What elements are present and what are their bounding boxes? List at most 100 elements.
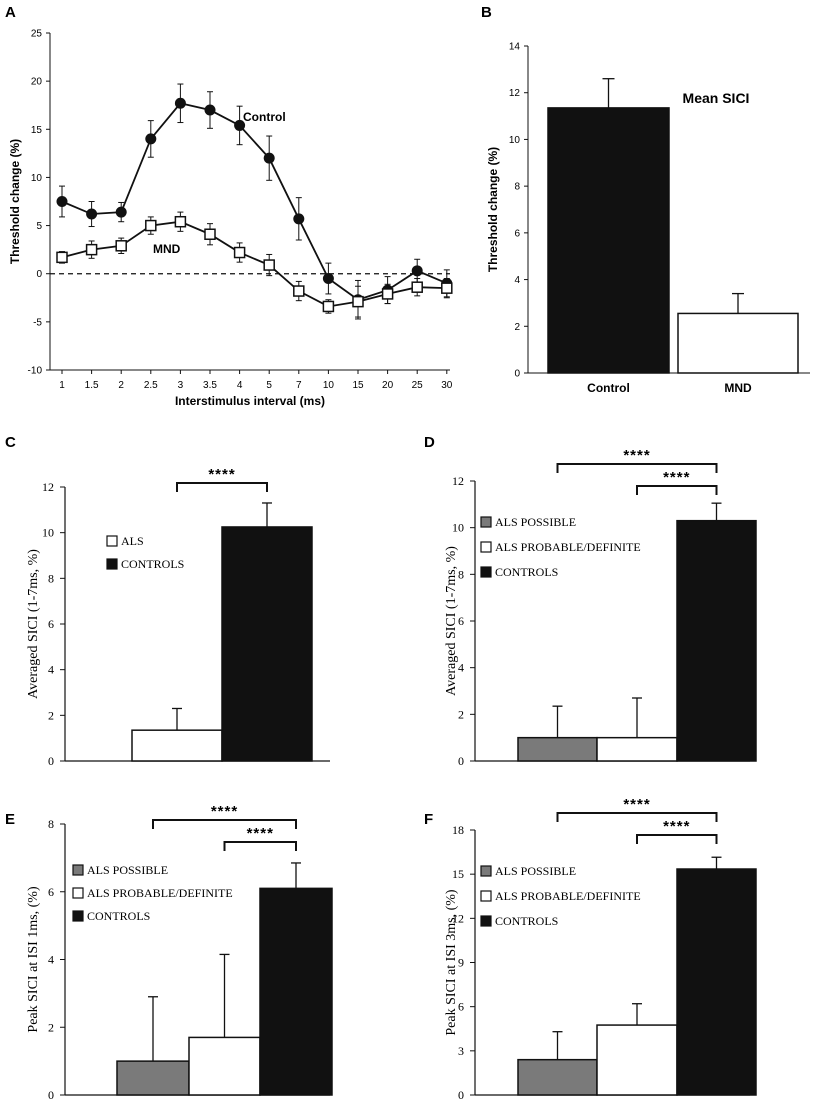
x-tick-label: 3 [178,380,184,391]
y-axis-title: Averaged SICI (1-7ms, %) [444,546,459,696]
x-tick-label: 3.5 [203,380,217,391]
legend-label: ALS PROBABLE/DEFINITE [495,540,641,554]
panel-b: B 0 2 4 6 8 10 12 14 Threshold change (%) Mean SIC… [481,4,810,395]
panel-e: E 0 2 4 6 8 Peak SICI at ISI 1ms, (%) ALS POSSI… [5,803,333,1102]
x-tick-label: 7 [296,380,302,391]
y-axis-title: Averaged SICI (1-7ms, %) [26,549,41,699]
legend-label: ALS POSSIBLE [495,864,576,878]
series-label-mnd: MND [153,242,181,256]
bar-controls [221,526,313,762]
y-tick-label: 10 [42,526,54,540]
data-point-control [115,206,127,218]
data-point-mnd [411,281,423,293]
panel-f: F 0 3 6 9 12 15 18 Peak SICI at ISI 3ms, (%) ALS … [424,796,757,1102]
bar-control [547,107,670,374]
data-point-control [86,208,98,220]
y-tick-label: 0 [458,1088,464,1102]
y-tick-label: 18 [452,823,464,837]
y-tick-label: 8 [48,817,54,831]
data-point-mnd [145,219,157,232]
panel-label-a: A [5,4,16,21]
data-point-mnd [233,246,246,259]
bar-als-possible [517,736,598,762]
bar-als [131,729,223,762]
legend-swatch [480,541,492,553]
legend-swatch [106,535,118,547]
y-tick-label: 2 [458,707,464,721]
series-label-control: Control [243,110,286,124]
significance-bracket [556,812,718,822]
x-category-label: MND [724,381,752,395]
panel-label-c: C [5,434,16,451]
y-tick-label: 0 [48,1088,54,1102]
bar-als-probable-definite [596,1024,678,1096]
data-point-mnd [352,295,364,308]
data-point-mnd [85,243,98,256]
y-tick-label: -10 [28,366,43,377]
data-point-mnd [56,251,68,264]
x-tick-label: 1 [59,380,65,391]
significance-stars: **** [623,796,650,813]
y-tick-label: 2 [514,322,520,333]
significance-stars: **** [663,818,690,835]
data-point-mnd [381,288,394,300]
x-tick-label: 4 [237,380,243,391]
bar-controls [676,519,757,762]
legend-label: ALS PROBABLE/DEFINITE [495,889,641,903]
y-tick-label: 12 [42,480,54,494]
y-tick-label: 15 [31,125,43,136]
x-tick-label: 2.5 [144,380,158,391]
significance-bracket [556,463,718,473]
y-tick-label: 9 [458,956,464,970]
legend-label: ALS [121,534,144,548]
data-point-mnd [322,300,335,313]
y-tick-label: 6 [458,1000,464,1014]
significance-bracket [152,819,297,829]
bar-controls [676,868,757,1096]
y-tick-label: 4 [514,275,520,286]
data-point-mnd [204,228,216,240]
significance-stars: **** [663,469,690,486]
x-tick-label: 15 [352,380,364,391]
y-axis-title: Threshold change (%) [8,139,22,264]
data-point-control [263,152,275,164]
y-tick-label: 12 [452,911,464,925]
bar-als-probable-definite [596,736,678,762]
legend-swatch [480,566,492,578]
y-tick-label: 20 [31,77,43,88]
panel-label-b: B [481,4,492,21]
x-tick-label: 25 [412,380,424,391]
bar-mnd [677,312,799,374]
bar-controls [259,887,333,1096]
y-tick-label: 8 [458,567,464,581]
y-tick-label: -5 [33,317,42,328]
legend-label: ALS POSSIBLE [495,515,576,529]
y-axis-title: Peak SICI at ISI 3ms, (%) [444,889,459,1036]
y-tick-label: 6 [48,885,54,899]
y-tick-label: 10 [509,135,521,146]
y-tick-label: 5 [36,221,42,232]
y-tick-label: 8 [514,182,520,193]
bar-als-possible [116,1060,190,1096]
y-tick-label: 4 [458,661,464,675]
y-tick-label: 12 [452,474,464,488]
significance-bracket [223,841,297,851]
y-tick-label: 6 [458,614,464,628]
legend-swatch [480,890,492,902]
y-tick-label: 4 [48,663,54,677]
data-point-mnd [263,259,275,271]
panel-label-e: E [5,811,15,828]
y-tick-label: 14 [509,42,521,53]
legend-label: CONTROLS [87,909,150,923]
data-point-mnd [441,282,453,294]
x-tick-label: 5 [266,380,272,391]
y-tick-label: 12 [509,88,521,99]
y-tick-label: 6 [48,617,54,631]
significance-bracket [176,482,268,492]
data-point-control [411,265,423,277]
y-axis-title: Threshold change (%) [486,147,500,272]
data-point-mnd [293,285,305,297]
panel-label-d: D [424,434,435,451]
legend-swatch [72,864,84,876]
